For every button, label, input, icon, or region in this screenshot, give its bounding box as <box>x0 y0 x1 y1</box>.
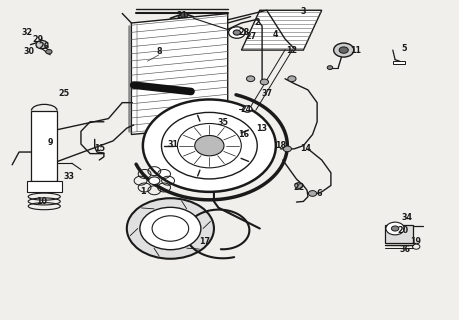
Circle shape <box>326 66 332 69</box>
Circle shape <box>294 183 302 188</box>
Circle shape <box>140 207 201 250</box>
Text: 12: 12 <box>286 45 297 55</box>
Text: 25: 25 <box>58 89 69 98</box>
Text: 15: 15 <box>94 144 105 153</box>
Text: 24: 24 <box>240 105 251 114</box>
Circle shape <box>149 177 159 185</box>
Text: 37: 37 <box>261 89 272 98</box>
Circle shape <box>287 76 296 82</box>
Text: 6: 6 <box>316 189 321 198</box>
Text: 5: 5 <box>401 44 406 53</box>
Text: 33: 33 <box>63 172 74 181</box>
Text: 18: 18 <box>274 141 285 150</box>
Bar <box>27 181 62 192</box>
Bar <box>392 60 404 64</box>
Text: 17: 17 <box>199 237 210 246</box>
Circle shape <box>180 12 187 18</box>
Circle shape <box>391 226 398 231</box>
Text: 30: 30 <box>23 46 34 56</box>
Text: 28: 28 <box>238 28 249 37</box>
Text: 1: 1 <box>140 188 146 196</box>
Text: 29: 29 <box>33 36 44 44</box>
Text: 27: 27 <box>245 32 256 41</box>
Text: 3: 3 <box>300 7 305 16</box>
Circle shape <box>242 106 252 112</box>
Text: 9: 9 <box>47 138 53 147</box>
Polygon shape <box>241 10 321 50</box>
Text: 34: 34 <box>400 213 411 222</box>
Circle shape <box>233 30 240 35</box>
Circle shape <box>36 41 48 49</box>
Circle shape <box>333 43 353 57</box>
Polygon shape <box>131 13 227 134</box>
Circle shape <box>385 222 403 235</box>
Text: 8: 8 <box>156 47 162 56</box>
Text: 21: 21 <box>176 12 187 20</box>
Circle shape <box>308 191 316 196</box>
Text: 4: 4 <box>273 30 278 39</box>
Text: 19: 19 <box>409 237 420 246</box>
Text: 35: 35 <box>217 118 228 127</box>
Bar <box>31 111 57 181</box>
Text: 22: 22 <box>292 183 304 192</box>
Circle shape <box>143 100 275 192</box>
Circle shape <box>283 146 291 152</box>
Circle shape <box>45 50 52 54</box>
Text: 36: 36 <box>399 245 410 254</box>
Circle shape <box>338 47 347 53</box>
Text: 20: 20 <box>397 226 408 235</box>
Text: 10: 10 <box>36 197 47 206</box>
Circle shape <box>194 135 224 156</box>
Text: 11: 11 <box>350 45 361 55</box>
Text: 32: 32 <box>22 28 33 37</box>
Circle shape <box>228 27 245 38</box>
Text: 13: 13 <box>256 124 267 132</box>
Text: 14: 14 <box>300 144 310 153</box>
Text: 2: 2 <box>254 19 260 28</box>
Text: 16: 16 <box>238 130 249 139</box>
Circle shape <box>127 198 213 259</box>
Bar <box>384 225 413 243</box>
Circle shape <box>260 79 268 85</box>
Text: 26: 26 <box>39 42 50 52</box>
Circle shape <box>246 76 254 82</box>
Text: 31: 31 <box>167 140 178 149</box>
